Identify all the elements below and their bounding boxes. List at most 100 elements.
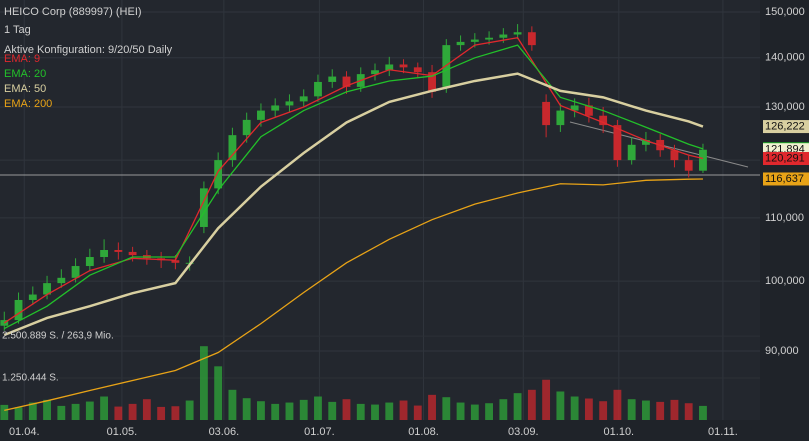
price-label-box bbox=[763, 172, 809, 186]
candle-body bbox=[570, 105, 579, 111]
candle-body bbox=[28, 294, 37, 300]
candle-body bbox=[128, 251, 137, 256]
volume-bar bbox=[499, 399, 508, 420]
price-label-box bbox=[763, 152, 809, 166]
y-tick-label: 110,000 bbox=[765, 212, 804, 224]
candle-body bbox=[199, 188, 208, 227]
volume-bar bbox=[556, 391, 565, 420]
volume-bar bbox=[199, 346, 208, 420]
y-tick-label: 140,000 bbox=[765, 52, 805, 64]
volume-bar bbox=[670, 399, 679, 420]
volume-bar bbox=[85, 401, 94, 420]
candle-body bbox=[470, 39, 479, 42]
candle-body bbox=[527, 32, 536, 46]
volume-bar bbox=[257, 401, 265, 420]
plot-area bbox=[0, 0, 760, 420]
candle-body bbox=[670, 150, 679, 161]
legend-entry: EMA: 50 bbox=[4, 83, 46, 95]
volume-bar bbox=[142, 399, 151, 420]
candle-body bbox=[413, 67, 422, 73]
volume-bar bbox=[485, 403, 494, 420]
candle-body bbox=[684, 160, 693, 171]
volume-bar bbox=[570, 396, 579, 420]
ema-line bbox=[3, 44, 704, 330]
volume-bar bbox=[271, 403, 280, 420]
x-tick-label: 01.10. bbox=[604, 426, 635, 438]
x-tick-label: 03.06. bbox=[209, 426, 240, 438]
candle-body bbox=[513, 32, 522, 35]
price-label: 126,222 bbox=[765, 120, 805, 132]
volume-bar bbox=[385, 402, 394, 420]
volume-bar bbox=[371, 404, 379, 420]
candle-body bbox=[57, 277, 66, 284]
candle-body bbox=[456, 41, 465, 46]
x-tick-label: 01.07. bbox=[304, 426, 335, 438]
candle-body bbox=[385, 64, 394, 71]
candle-body bbox=[399, 64, 408, 68]
volume-bar bbox=[71, 403, 80, 420]
candle-body bbox=[43, 283, 51, 295]
candle-body bbox=[584, 105, 593, 116]
ema-line bbox=[4, 178, 703, 412]
volume-bar bbox=[399, 400, 408, 420]
volume-bar bbox=[442, 397, 451, 420]
volume-bar bbox=[242, 398, 251, 420]
subtitle: 1 Tag bbox=[4, 24, 31, 36]
volume-bar bbox=[171, 406, 180, 420]
volume-bar bbox=[527, 389, 536, 420]
config-text: Aktive Konfiguration: 9/20/50 Daily bbox=[4, 44, 173, 56]
volume-bar bbox=[613, 389, 622, 420]
x-tick-label: 01.05. bbox=[107, 426, 138, 438]
volume-bar bbox=[299, 399, 308, 420]
legend-entry: EMA: 200 bbox=[4, 98, 52, 110]
candle-body bbox=[114, 250, 123, 252]
ema-line bbox=[3, 72, 704, 337]
volume-bar bbox=[642, 400, 650, 420]
candle-body bbox=[642, 139, 650, 145]
volume-bar bbox=[228, 389, 237, 420]
x-tick-label: 01.04. bbox=[9, 426, 40, 438]
x-tick-label: 01.11. bbox=[708, 426, 738, 438]
volume-bar bbox=[114, 406, 123, 420]
candle-body bbox=[499, 34, 508, 38]
volume-bar bbox=[627, 399, 636, 420]
candle-body bbox=[271, 105, 280, 111]
candle-body bbox=[485, 37, 494, 40]
price-label: 120,291 bbox=[765, 152, 805, 164]
volume-bar bbox=[0, 404, 9, 420]
volume-bar bbox=[413, 405, 422, 420]
volume-tick-label: 1.250.444 S. bbox=[2, 373, 59, 384]
volume-bar bbox=[328, 401, 337, 420]
volume-bar bbox=[342, 399, 351, 420]
candle-body bbox=[100, 250, 109, 258]
legend-entry: EMA: 20 bbox=[4, 68, 46, 80]
candle-body bbox=[627, 144, 636, 161]
candle-body bbox=[214, 160, 223, 189]
volume-tick-label: 2.500.889 S. / 263,9 Mio. bbox=[2, 331, 114, 342]
price-label: 116,637 bbox=[765, 173, 804, 185]
y-tick-label: 100,000 bbox=[765, 275, 805, 287]
x-tick-label: 01.08. bbox=[408, 426, 439, 438]
volume-bar bbox=[43, 399, 51, 420]
volume-bar bbox=[699, 405, 707, 420]
candle-body bbox=[0, 320, 9, 326]
candle-body bbox=[328, 76, 337, 82]
volume-bar bbox=[28, 402, 37, 420]
chart-title: HEICO Corp (889997) (HEI) bbox=[4, 6, 142, 18]
y-tick-label: 90,000 bbox=[765, 345, 799, 357]
volume-bar bbox=[456, 402, 465, 420]
volume-bar bbox=[513, 393, 522, 420]
volume-bar bbox=[314, 396, 322, 420]
candle-body bbox=[314, 81, 322, 97]
volume-bar bbox=[157, 406, 166, 420]
volume-bar bbox=[14, 407, 23, 420]
volume-bar bbox=[542, 379, 551, 420]
volume-bar bbox=[128, 403, 137, 420]
legend-entry: EMA: 9 bbox=[4, 53, 40, 65]
volume-bar bbox=[185, 400, 194, 420]
volume-bar bbox=[656, 401, 665, 420]
candle-body bbox=[299, 96, 308, 102]
volume-bar bbox=[470, 404, 479, 420]
volume-bar bbox=[584, 398, 593, 420]
